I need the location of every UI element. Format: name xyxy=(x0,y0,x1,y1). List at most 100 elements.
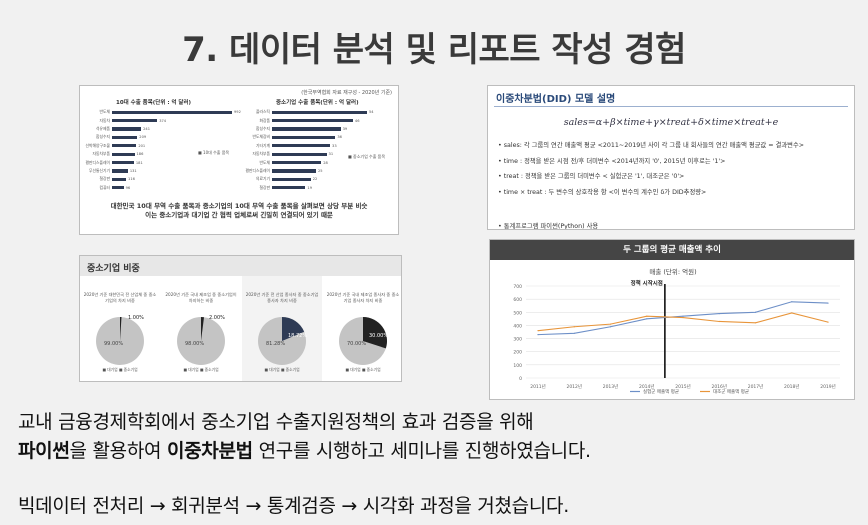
pie-chart: 81.28%18.72% xyxy=(258,317,307,365)
series-point xyxy=(827,302,829,304)
did-formula: sales=α+β×time+γ×treat+δ×time×treat+e xyxy=(563,117,779,128)
pie-legend: ■ 대기업 ■ 중소기업 xyxy=(102,367,138,372)
did-model-card: 이중차분법(DID) 모델 설명 sales=α+β×time+γ×treat+… xyxy=(487,85,855,230)
bar xyxy=(112,169,128,173)
did-bullet-text: time : 정책을 받은 시점 전/후 더미변수 <2014년까지 '0', … xyxy=(503,157,726,165)
did-footer: • 통계프로그램 파이썬(Python) 사용 xyxy=(498,223,599,230)
bar-category-label: 컴퓨터 xyxy=(99,184,110,190)
bar xyxy=(272,169,316,173)
series-point xyxy=(754,322,757,324)
did-bullet: • time × treat : 두 변수의 상호작용 항 <이 변수의 계수인… xyxy=(498,188,707,196)
series-point xyxy=(827,321,829,323)
left-chart-title: 10대 수출 품목(단위 : 억 달러) xyxy=(116,100,192,106)
x-tick-label: 2014년 xyxy=(639,383,655,390)
y-tick-label: 400 xyxy=(513,323,522,329)
pie-caption: 2020년 기준 국내 제조업 중 중소기업이 차지하는 비중 xyxy=(165,292,237,303)
bar-value-label: 241 xyxy=(143,126,150,131)
bar-row: 반도체장비 36 xyxy=(244,133,374,141)
pie-panel: 2020년 기준 국내 제조업 중 중소기업이 차지하는 비중 98.00% 2.0… xyxy=(161,276,241,381)
bar-category-label: 석유제품 xyxy=(96,125,110,131)
y-tick-label: 600 xyxy=(513,297,522,303)
bar-value-label: 201 xyxy=(138,143,146,148)
pie-slice-small xyxy=(120,317,122,341)
bar-value-label: 116 xyxy=(128,177,135,182)
y-tick-label: 200 xyxy=(513,350,522,356)
bar-category-label: 선박해양구조물 xyxy=(85,142,110,148)
bar-row: 선박해양구조물 201 xyxy=(84,142,241,150)
did-keyword: 이중차분법 xyxy=(166,440,253,462)
bar-category-label: 합성수지 xyxy=(96,134,110,140)
bar-row: 의료기기 22 xyxy=(244,175,374,183)
did-bullet: • time : 정책을 받은 시점 전/후 더미변수 <2014년까지 '0'… xyxy=(498,157,726,165)
bar-category-label: 철강판 xyxy=(99,176,110,182)
bar xyxy=(112,127,142,131)
series-point xyxy=(646,315,648,317)
bar-value-label: 28 xyxy=(323,160,328,165)
pie-chart: 99.00% 1.00% xyxy=(96,315,144,365)
pie-caption: 2020년 기준 대한민국 전 산업체 중 중소기업의 차지 비중 xyxy=(83,292,157,303)
bar xyxy=(272,144,331,148)
bar-category-label: 반도체 xyxy=(259,159,270,165)
series-line xyxy=(537,301,829,336)
body-line-1: 교내 금융경제학회에서 중소기업 수출지원정책의 효과 검증을 위해 xyxy=(18,411,534,433)
bar-category-label: 화장품 xyxy=(259,117,270,123)
bar-category-label: 철강판 xyxy=(259,184,270,190)
series-point xyxy=(682,315,684,317)
bar xyxy=(272,160,322,165)
bar xyxy=(272,135,336,139)
series-point xyxy=(718,320,720,323)
did-bullet-list: • sales: 각 그룹의 연간 매출액 평균 <2011~2019년 사이 … xyxy=(498,140,805,229)
bar-category-label: 기타기계 xyxy=(256,142,270,148)
left-bar-chart: 반도체 992 자동차 374 석유제품 241 합성수지 209 선박해양구조물 201 자동차부… xyxy=(84,108,241,192)
bar xyxy=(112,144,137,148)
pie-legend: ■ 대기업 ■ 중소기업 xyxy=(183,367,219,372)
did-bullet: • treat : 정책을 받은 그룹의 더미변수 < 실험군은 '1', 대조… xyxy=(498,173,685,180)
bars-caption-line1: 대한민국 10대 무역 수출 품목과 중소기업의 10대 무역 수출 품목을 살… xyxy=(110,202,368,210)
bar-category-label: 반도체장비 xyxy=(252,134,270,140)
bar-row: 합성수지 39 xyxy=(244,125,374,133)
body-line-2-mid: 을 활용하여 xyxy=(69,440,167,462)
bar-category-label: 플라스틱 xyxy=(256,109,270,115)
body-line-2: 파이썬을 활용하여 이중차분법 연구를 시행하고 세미나를 진행하였습니다. xyxy=(18,436,591,463)
bar-value-label: 33 xyxy=(332,143,337,148)
series-point xyxy=(791,312,793,314)
y-tick-label: 100 xyxy=(513,363,522,369)
pie-panel: 2020년 기준 국내 제조업 종사자 중 중소기업 종사자 차지 비중 70.0… xyxy=(323,276,401,381)
bar-row: 철강판 19 xyxy=(244,184,374,192)
pie-caption: 2020년 기준 국내 제조업 종사자 중 중소기업 종사자 차지 비중 xyxy=(326,292,400,303)
bar-row: 반도체 992 xyxy=(84,108,241,116)
bars-caption: 대한민국 10대 무역 수출 품목과 중소기업의 10대 무역 수출 품목을 살… xyxy=(80,202,398,220)
bar xyxy=(272,152,327,156)
bar-category-label: 자동차부품 xyxy=(92,151,110,157)
pie-panel: 2020년 기준 대한민국 전 산업체 중 중소기업의 차지 비중 99.00% 1… xyxy=(80,276,160,381)
bar-value-label: 31 xyxy=(328,152,334,157)
series-point xyxy=(791,301,793,303)
bar-value-label: 992 xyxy=(234,110,241,115)
left-legend: ■ 10대 수출 품목 xyxy=(198,150,230,155)
bar xyxy=(112,118,158,123)
bar xyxy=(272,110,367,114)
series-point xyxy=(682,316,684,319)
slide-title: 7. 데이터 분석 및 리포트 작성 경험 xyxy=(182,30,686,70)
x-tick-label: 2017년 xyxy=(748,383,764,390)
bar-value-label: 96 xyxy=(125,185,131,190)
pie-legend: ■ 대기업 ■ 중소기업 xyxy=(264,367,300,372)
bar-value-label: 22 xyxy=(312,177,318,182)
bar-category-label: 반도체 xyxy=(99,109,110,115)
did-title: 이중차분법(DID) 모델 설명 xyxy=(496,94,616,105)
bar xyxy=(272,118,353,123)
series-point xyxy=(718,313,720,315)
pie-slice-small xyxy=(363,317,387,349)
bar-value-label: 186 xyxy=(136,152,144,157)
line-chart-title: 두 그룹의 평균 매출액 추이 xyxy=(490,240,854,260)
did-divider xyxy=(494,106,848,107)
series-point xyxy=(646,318,648,320)
series-point xyxy=(609,326,612,328)
x-tick-label: 2018년 xyxy=(784,383,800,390)
bar-category-label: 평판디스플레이 xyxy=(245,167,270,173)
pie-caption: 2020년 기준 전 산업 종사자 중 중소기업 종사자 차지 비중 xyxy=(245,292,319,303)
bar-row: 자동차 374 xyxy=(84,116,241,124)
policy-start-label: 정책 시작시점 xyxy=(631,279,663,287)
bar xyxy=(112,135,138,139)
did-bullet: • sales: 각 그룹의 연간 매출액 평균 <2011~2019년 사이 … xyxy=(498,142,805,149)
